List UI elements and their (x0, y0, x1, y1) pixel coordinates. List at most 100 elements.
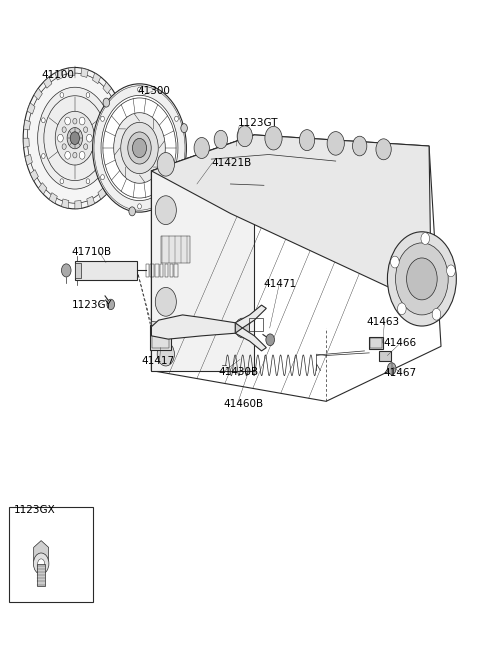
Polygon shape (152, 321, 173, 335)
Polygon shape (34, 88, 42, 100)
Circle shape (238, 154, 247, 166)
Circle shape (65, 117, 71, 125)
Polygon shape (93, 73, 101, 84)
Circle shape (156, 195, 176, 224)
Circle shape (86, 134, 92, 142)
Circle shape (67, 127, 83, 149)
Circle shape (214, 131, 228, 149)
Circle shape (23, 68, 127, 209)
Text: 1123GT: 1123GT (238, 118, 278, 129)
Circle shape (73, 118, 77, 124)
Bar (37, 564, 45, 586)
Circle shape (79, 152, 85, 159)
Polygon shape (115, 162, 122, 173)
Text: 41100: 41100 (41, 70, 74, 80)
Circle shape (167, 179, 207, 234)
Polygon shape (152, 315, 235, 339)
Polygon shape (75, 201, 82, 209)
Text: 41460B: 41460B (223, 399, 264, 409)
Circle shape (138, 87, 142, 92)
Text: 41421B: 41421B (211, 158, 252, 169)
Polygon shape (103, 82, 111, 94)
Circle shape (55, 112, 95, 165)
Circle shape (93, 84, 186, 212)
Circle shape (432, 308, 441, 320)
Polygon shape (98, 188, 107, 199)
Circle shape (86, 179, 90, 184)
Circle shape (105, 118, 108, 123)
Circle shape (84, 127, 88, 133)
Circle shape (107, 299, 115, 310)
Circle shape (60, 92, 64, 98)
Circle shape (396, 243, 448, 315)
Circle shape (101, 95, 178, 201)
Polygon shape (61, 199, 69, 208)
Text: 41417: 41417 (142, 356, 175, 366)
Circle shape (61, 264, 71, 277)
Bar (369, 337, 383, 349)
Polygon shape (24, 120, 30, 130)
Polygon shape (118, 111, 125, 122)
Polygon shape (49, 193, 57, 203)
Polygon shape (27, 103, 35, 114)
Bar (174, 264, 178, 277)
Polygon shape (120, 146, 126, 157)
Circle shape (129, 207, 135, 216)
Circle shape (105, 154, 108, 159)
Bar (161, 236, 190, 262)
Circle shape (34, 553, 49, 574)
Bar (75, 263, 81, 277)
Circle shape (156, 287, 176, 316)
Circle shape (121, 122, 158, 174)
Bar (9, 506, 93, 602)
Circle shape (84, 144, 88, 150)
Bar (156, 264, 158, 277)
Polygon shape (81, 68, 88, 77)
Bar (152, 171, 254, 371)
Circle shape (101, 116, 105, 121)
Circle shape (266, 334, 275, 346)
Polygon shape (55, 70, 63, 80)
Polygon shape (38, 182, 47, 194)
Polygon shape (152, 135, 254, 371)
Text: 41467: 41467 (384, 368, 417, 378)
Circle shape (175, 116, 179, 121)
Circle shape (173, 188, 202, 226)
Polygon shape (87, 196, 95, 207)
Circle shape (62, 127, 66, 133)
Circle shape (175, 174, 179, 180)
Polygon shape (152, 135, 432, 307)
Circle shape (191, 216, 195, 223)
Circle shape (407, 258, 437, 300)
Bar (75, 261, 137, 279)
Text: 41471: 41471 (263, 279, 296, 289)
Circle shape (58, 134, 63, 142)
Circle shape (387, 363, 396, 375)
Polygon shape (25, 154, 32, 165)
Bar (165, 264, 168, 277)
Circle shape (60, 179, 64, 184)
Circle shape (194, 138, 209, 159)
Circle shape (191, 190, 195, 197)
Circle shape (62, 144, 66, 150)
Circle shape (101, 174, 105, 180)
Bar (146, 264, 149, 277)
Circle shape (114, 113, 165, 183)
Circle shape (174, 203, 179, 210)
Bar (159, 192, 216, 222)
Circle shape (180, 196, 195, 218)
Polygon shape (111, 95, 120, 107)
Circle shape (79, 117, 85, 125)
Bar (151, 325, 170, 350)
Bar (160, 264, 163, 277)
Polygon shape (43, 77, 52, 89)
Circle shape (391, 256, 399, 268)
Circle shape (387, 232, 456, 326)
Polygon shape (120, 129, 127, 138)
Text: 41300: 41300 (137, 87, 170, 96)
Polygon shape (68, 68, 75, 76)
Text: 1123GY: 1123GY (72, 300, 112, 310)
Circle shape (65, 152, 71, 159)
Circle shape (37, 87, 112, 189)
Text: 41710B: 41710B (72, 247, 112, 256)
